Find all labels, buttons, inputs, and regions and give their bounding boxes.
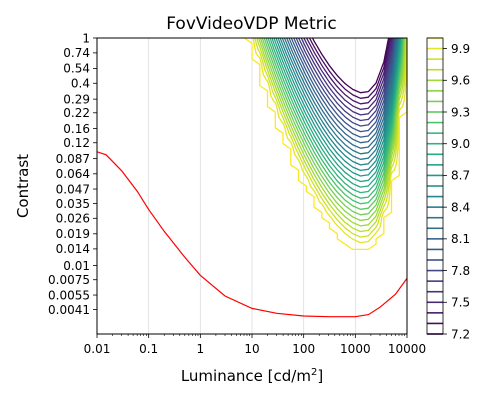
contour-line: [277, 38, 400, 172]
colorbar-tick-label: 9.9: [451, 42, 470, 56]
y-axis-label: Contrast: [14, 154, 32, 218]
contour-line: [243, 38, 407, 251]
contour-line: [286, 38, 398, 149]
contour-line: [261, 38, 405, 216]
x-tick-label: 1: [197, 342, 205, 356]
contour-line: [269, 38, 403, 194]
colorbar-tick-label: 9.6: [451, 74, 470, 88]
y-tick-label: 0.047: [56, 182, 90, 196]
y-tick-label: 0.064: [56, 167, 90, 181]
threshold-curve-layer: [97, 151, 407, 318]
y-tick-label: 0.0055: [48, 288, 90, 302]
y-tick-label: 0.0041: [48, 303, 90, 317]
contour-line: [259, 38, 405, 222]
chart-title: FovVideoVDP Metric: [166, 14, 337, 34]
contour-line: [303, 38, 393, 111]
contour-line: [271, 38, 402, 188]
contour-line: [295, 38, 395, 127]
colorbar-tick-label: 8.1: [451, 232, 470, 246]
contour-line: [256, 38, 406, 233]
y-tick-label: 0.74: [63, 46, 90, 60]
x-axis-label-superscript: 2: [311, 367, 317, 378]
x-tick-label: 10000: [388, 342, 426, 356]
contour-line: [311, 38, 390, 94]
y-tick-label: 0.014: [56, 242, 90, 256]
contour-line: [293, 38, 396, 133]
y-tick-label: 0.035: [56, 197, 90, 211]
y-tick-label: 0.4: [71, 77, 90, 91]
colorbar-tick-label: 9.3: [451, 105, 470, 119]
y-tick-label: 0.22: [63, 106, 90, 120]
x-tick-label: 1000: [340, 342, 371, 356]
y-tick-label: 0.0075: [48, 273, 90, 287]
contour-line: [257, 38, 406, 227]
y-tick-label: 0.01: [63, 259, 90, 273]
threshold-curve: [97, 151, 407, 318]
x-tick-label: 0.1: [139, 342, 158, 356]
contour-line: [254, 38, 407, 238]
contour-line: [297, 38, 394, 122]
contour-line: [283, 38, 398, 155]
x-axis-ticks: 0.01 0.1 1 10 100 1000 10000: [84, 334, 426, 356]
x-tick-label: 0.01: [84, 342, 111, 356]
y-tick-label: 0.019: [56, 227, 90, 241]
colorbar-tick-label: 8.4: [451, 200, 470, 214]
contour-line: [300, 38, 394, 116]
y-tick-label: 0.16: [63, 122, 90, 136]
x-axis-label: Luminance [cd/m2]: [181, 367, 323, 385]
y-tick-label: 1: [82, 31, 90, 45]
contour-line: [263, 38, 404, 210]
colorbar-tick-label: 8.7: [451, 169, 470, 183]
contour-lines: [243, 38, 407, 251]
contour-line: [252, 38, 407, 244]
y-tick-label: 0.12: [63, 136, 90, 150]
contour-line: [288, 38, 397, 144]
contour-line: [308, 38, 391, 99]
y-tick-label: 0.087: [56, 152, 90, 166]
contour-line: [279, 38, 400, 166]
y-tick-label: 0.026: [56, 212, 90, 226]
y-axis-ticks: 10.740.540.40.290.220.160.120.0870.0640.…: [48, 31, 97, 317]
colorbar-frame: [426, 37, 444, 335]
contour-line: [290, 38, 396, 138]
colorbar-tick-label: 7.2: [451, 327, 470, 341]
x-tick-label: 100: [292, 342, 315, 356]
colorbar-tick-label: 7.8: [451, 264, 470, 278]
contour-line: [275, 38, 401, 177]
contour-line: [265, 38, 404, 205]
y-tick-label: 0.29: [63, 92, 90, 106]
colorbar-tick-label: 7.5: [451, 296, 470, 310]
colorbar-tick-label: 9.0: [451, 137, 470, 151]
y-tick-label: 0.54: [63, 62, 90, 76]
colorbar: 9.9 9.6 9.3 9.0 8.7 8.4 8.1 7.8 7.5 7.2: [426, 37, 470, 341]
contour-line: [305, 38, 392, 105]
x-tick-label: 10: [244, 342, 259, 356]
